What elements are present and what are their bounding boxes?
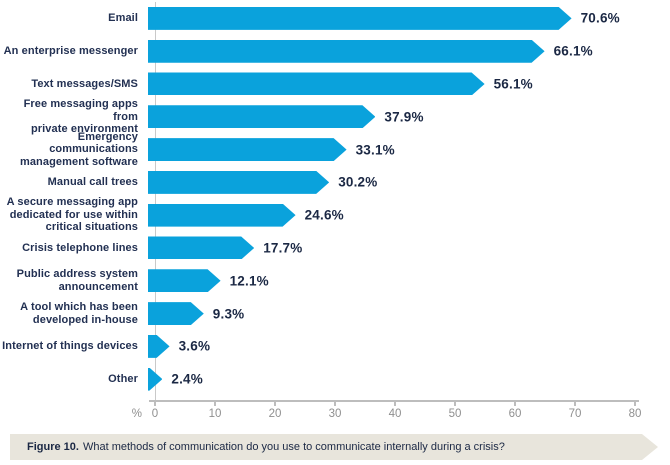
figure-caption-text: What methods of communication do you use… bbox=[82, 441, 505, 453]
category-label: Crisis telephone lines bbox=[22, 241, 138, 254]
category-label: Public address system announcement bbox=[16, 268, 138, 293]
bar bbox=[148, 335, 170, 358]
y-axis-line bbox=[154, 2, 156, 403]
x-axis: % 0 10 20 30 40 50 60 70 80 bbox=[0, 400, 670, 430]
value-label: 17.7% bbox=[263, 240, 303, 256]
bar-area: 33.1% bbox=[147, 138, 670, 161]
bar bbox=[148, 171, 329, 194]
category-label: Free messaging apps from private environ… bbox=[23, 98, 138, 136]
x-tick-label: 40 bbox=[388, 408, 402, 420]
value-label: 9.3% bbox=[212, 306, 245, 322]
bar-area: 66.1% bbox=[147, 40, 670, 63]
figure-caption: Figure 10. What methods of communication… bbox=[10, 434, 658, 460]
category-label: Email bbox=[108, 12, 138, 25]
x-tick bbox=[574, 400, 576, 406]
bar-area: 30.2% bbox=[147, 171, 670, 194]
bar-area: 24.6% bbox=[147, 204, 670, 227]
x-tick bbox=[454, 400, 456, 406]
bar-area: 9.3% bbox=[147, 302, 670, 325]
value-label: 2.4% bbox=[171, 371, 203, 387]
bar bbox=[148, 72, 485, 95]
bar bbox=[148, 7, 572, 30]
value-label: 66.1% bbox=[553, 43, 593, 59]
bar-area: 56.1% bbox=[147, 72, 670, 95]
bar-area: 2.4% bbox=[147, 368, 670, 391]
x-tick-label: 0 bbox=[151, 408, 159, 420]
chart-rows: Email 70.6% An enterprise messenger 66.1% Te… bbox=[0, 2, 670, 396]
category-label: Emergency communications management soft… bbox=[19, 130, 138, 168]
chart-row: A tool which has been developed in-house… bbox=[0, 297, 670, 330]
bar bbox=[148, 138, 347, 161]
category-label: Text messages/SMS bbox=[31, 77, 138, 90]
x-tick-label: 60 bbox=[508, 408, 522, 420]
chart-row: Manual call trees 30.2% bbox=[0, 166, 670, 199]
bar bbox=[148, 368, 162, 391]
bar-area: 37.9% bbox=[147, 105, 670, 128]
category-label: A secure messaging app dedicated for use… bbox=[6, 196, 138, 234]
bar-area: 17.7% bbox=[147, 236, 670, 259]
value-label: 3.6% bbox=[178, 338, 211, 354]
chart-row: Emergency communications management soft… bbox=[0, 130, 670, 168]
value-label: 12.1% bbox=[229, 273, 269, 289]
category-label: Internet of things devices bbox=[2, 340, 138, 353]
figure-caption-label: Figure 10. bbox=[27, 441, 79, 453]
x-tick-label: 50 bbox=[448, 408, 462, 420]
x-tick-label: 10 bbox=[208, 408, 222, 420]
value-label: 37.9% bbox=[384, 109, 424, 125]
x-axis-line bbox=[149, 400, 639, 402]
x-tick bbox=[274, 400, 276, 406]
x-tick bbox=[634, 400, 636, 406]
x-tick bbox=[214, 400, 216, 406]
x-tick bbox=[394, 400, 396, 406]
chart-row: Free messaging apps from private environ… bbox=[0, 98, 670, 136]
chart-row: A secure messaging app dedicated for use… bbox=[0, 196, 670, 234]
chart-row: Crisis telephone lines 17.7% bbox=[0, 232, 670, 265]
x-tick-label: 80 bbox=[628, 408, 642, 420]
chart-row: Public address system announcement 12.1% bbox=[0, 264, 670, 297]
category-label: An enterprise messenger bbox=[3, 44, 138, 57]
category-label: A tool which has been developed in-house bbox=[20, 301, 138, 326]
bar bbox=[148, 105, 375, 128]
x-tick bbox=[514, 400, 516, 406]
bar-area: 70.6% bbox=[147, 7, 670, 30]
value-label: 33.1% bbox=[355, 142, 395, 158]
x-tick-label: 70 bbox=[568, 408, 582, 420]
bar-area: 3.6% bbox=[147, 335, 670, 358]
value-label: 70.6% bbox=[580, 10, 620, 26]
bar bbox=[148, 204, 296, 227]
x-tick-label: 30 bbox=[328, 408, 342, 420]
chart-row: An enterprise messenger 66.1% bbox=[0, 35, 670, 68]
x-tick bbox=[334, 400, 336, 406]
x-axis-unit-label: % bbox=[131, 408, 142, 420]
chart-row: Text messages/SMS 56.1% bbox=[0, 68, 670, 101]
value-label: 24.6% bbox=[304, 207, 344, 223]
x-tick bbox=[154, 400, 156, 406]
bar bbox=[148, 269, 221, 292]
bar bbox=[148, 236, 254, 259]
bar-area: 12.1% bbox=[147, 269, 670, 292]
value-label: 56.1% bbox=[493, 76, 533, 92]
chart-row: Internet of things devices 3.6% bbox=[0, 330, 670, 363]
category-label: Manual call trees bbox=[47, 176, 138, 189]
bar-chart: Email 70.6% An enterprise messenger 66.1% Te… bbox=[0, 2, 670, 430]
x-tick-label: 20 bbox=[268, 408, 282, 420]
bar bbox=[148, 302, 204, 325]
chart-row: Email 70.6% bbox=[0, 2, 670, 35]
value-label: 30.2% bbox=[338, 174, 378, 190]
chart-row: Other 2.4% bbox=[0, 363, 670, 396]
bar bbox=[148, 40, 545, 63]
category-label: Other bbox=[108, 372, 138, 385]
